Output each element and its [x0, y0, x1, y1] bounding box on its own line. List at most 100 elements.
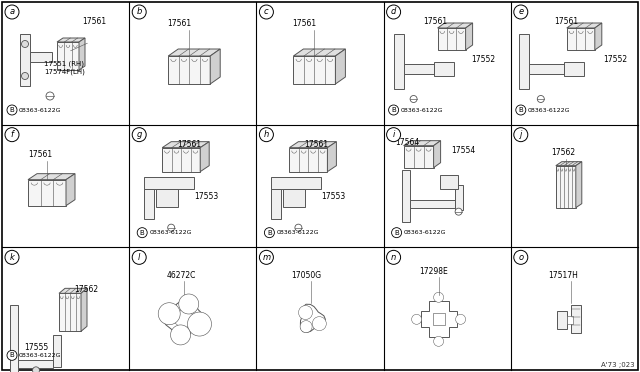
- Bar: [144, 177, 194, 189]
- Text: B: B: [518, 107, 523, 113]
- Text: j: j: [520, 130, 522, 139]
- Polygon shape: [404, 141, 440, 146]
- Bar: [564, 62, 584, 76]
- Polygon shape: [576, 162, 582, 208]
- Text: f: f: [10, 130, 13, 139]
- Text: 17554: 17554: [452, 146, 476, 155]
- Text: 17561: 17561: [305, 140, 328, 149]
- Circle shape: [7, 105, 17, 115]
- Text: B: B: [10, 352, 14, 358]
- Text: 17561: 17561: [424, 17, 447, 26]
- Text: 17553: 17553: [194, 192, 218, 201]
- Circle shape: [259, 250, 273, 264]
- Circle shape: [46, 92, 54, 100]
- Bar: [433, 313, 445, 326]
- Text: 17561: 17561: [167, 19, 191, 29]
- Polygon shape: [595, 23, 602, 50]
- Circle shape: [514, 250, 528, 264]
- Bar: [434, 62, 454, 76]
- Bar: [289, 148, 328, 171]
- Bar: [144, 189, 154, 219]
- Circle shape: [132, 5, 146, 19]
- Circle shape: [295, 224, 302, 231]
- Circle shape: [538, 96, 544, 103]
- Text: h: h: [264, 130, 269, 139]
- Polygon shape: [289, 142, 337, 148]
- Circle shape: [264, 228, 275, 238]
- Bar: [162, 148, 200, 171]
- Bar: [28, 180, 66, 206]
- Circle shape: [456, 314, 466, 324]
- Circle shape: [516, 105, 526, 115]
- Text: 17552: 17552: [472, 55, 496, 64]
- Text: 17561: 17561: [82, 17, 106, 26]
- Polygon shape: [293, 49, 346, 56]
- Bar: [168, 56, 210, 84]
- Text: 08363-6122G: 08363-6122G: [276, 230, 319, 235]
- Circle shape: [137, 228, 147, 238]
- Circle shape: [132, 250, 146, 264]
- Circle shape: [22, 73, 29, 80]
- Text: l: l: [138, 253, 140, 262]
- Text: k: k: [10, 253, 15, 262]
- Text: d: d: [391, 7, 396, 16]
- Polygon shape: [335, 49, 346, 84]
- Circle shape: [5, 128, 19, 142]
- Text: 17562: 17562: [551, 148, 575, 157]
- Circle shape: [298, 305, 312, 320]
- Bar: [20, 34, 30, 86]
- Bar: [556, 166, 576, 208]
- Text: 17551 (RH): 17551 (RH): [44, 61, 84, 67]
- Circle shape: [5, 5, 19, 19]
- Text: c: c: [264, 7, 269, 16]
- Bar: [10, 305, 18, 372]
- Circle shape: [259, 128, 273, 142]
- Text: m: m: [262, 253, 271, 262]
- Circle shape: [132, 128, 146, 142]
- Bar: [30, 52, 52, 62]
- Bar: [293, 56, 335, 84]
- Circle shape: [171, 325, 191, 345]
- Circle shape: [387, 5, 401, 19]
- Circle shape: [312, 317, 326, 331]
- Bar: [519, 34, 529, 89]
- Circle shape: [434, 292, 444, 302]
- Bar: [271, 189, 282, 219]
- Text: e: e: [518, 7, 524, 16]
- Polygon shape: [200, 142, 209, 171]
- Circle shape: [259, 5, 273, 19]
- Text: 17552: 17552: [603, 55, 627, 64]
- Text: 17298E: 17298E: [419, 267, 448, 276]
- Bar: [59, 294, 81, 331]
- Text: 17561: 17561: [28, 150, 52, 159]
- Text: o: o: [518, 253, 524, 262]
- Circle shape: [455, 208, 462, 215]
- Polygon shape: [466, 23, 472, 50]
- Bar: [571, 305, 581, 333]
- Text: 17561: 17561: [292, 19, 316, 29]
- Bar: [53, 335, 61, 367]
- Bar: [271, 177, 321, 189]
- Text: 08363-6122G: 08363-6122G: [19, 108, 61, 112]
- Text: B: B: [140, 230, 145, 236]
- Bar: [410, 200, 454, 208]
- Text: 17050G: 17050G: [291, 271, 321, 280]
- Polygon shape: [57, 38, 85, 42]
- Polygon shape: [66, 174, 75, 206]
- Circle shape: [22, 41, 29, 48]
- Text: 08363-6122G: 08363-6122G: [401, 108, 443, 112]
- Circle shape: [300, 321, 312, 333]
- Text: b: b: [136, 7, 142, 16]
- Text: a: a: [10, 7, 15, 16]
- Polygon shape: [210, 49, 220, 84]
- Bar: [567, 316, 573, 324]
- Bar: [440, 175, 458, 189]
- Text: B: B: [10, 107, 14, 113]
- Polygon shape: [567, 23, 602, 28]
- Bar: [557, 311, 567, 329]
- Text: 08363-6122G: 08363-6122G: [404, 230, 446, 235]
- Text: 17561: 17561: [177, 140, 201, 149]
- Circle shape: [434, 336, 444, 346]
- Bar: [404, 64, 434, 74]
- Text: g: g: [136, 130, 142, 139]
